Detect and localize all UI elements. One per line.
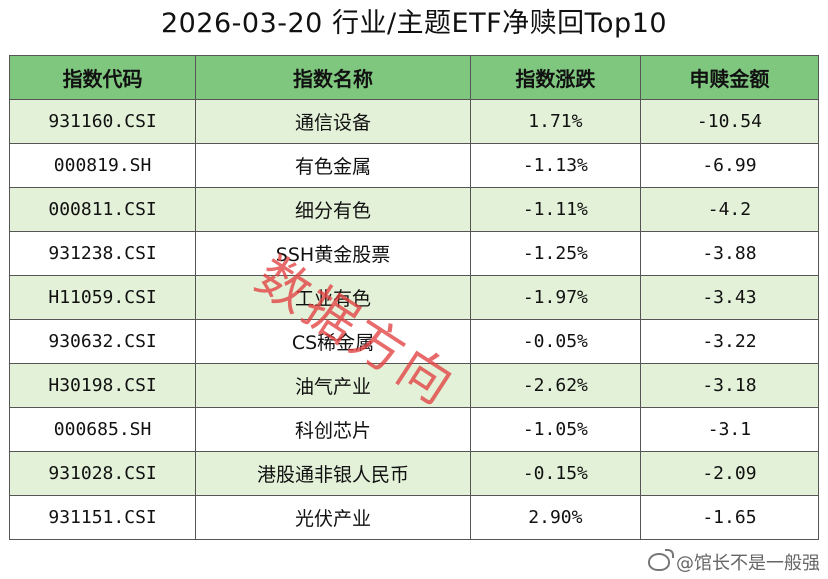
cell-index-name: 港股通非银人民币 — [195, 451, 471, 496]
cell-index-name: 光伏产业 — [195, 495, 471, 540]
cell-index-name: 有色金属 — [195, 143, 471, 188]
table-row: H11059.CSI 工业有色 -1.97% -3.43 — [8, 275, 820, 320]
table-row: 000811.CSI 细分有色 -1.11% -4.2 — [8, 187, 820, 232]
cell-flow-amount: -3.18 — [639, 363, 820, 408]
cell-index-change: 2.90% — [469, 495, 641, 540]
cell-index-name: SSH黄金股票 — [195, 231, 471, 276]
cell-flow-amount: -3.22 — [639, 319, 820, 364]
header-index-name: 指数名称 — [195, 55, 471, 100]
cell-index-change: -1.25% — [469, 231, 641, 276]
table-row: 930632.CSI CS稀金属 -0.05% -3.22 — [8, 319, 820, 364]
cell-flow-amount: -3.43 — [639, 275, 820, 320]
cell-flow-amount: -4.2 — [639, 187, 820, 232]
table-row: 931151.CSI 光伏产业 2.90% -1.65 — [8, 495, 820, 540]
cell-index-name: 通信设备 — [195, 99, 471, 144]
cell-flow-amount: -6.99 — [639, 143, 820, 188]
cell-index-change: -1.13% — [469, 143, 641, 188]
cell-index-change: -1.97% — [469, 275, 641, 320]
header-flow-amount: 申赎金额 — [639, 55, 820, 100]
cell-index-name: 油气产业 — [195, 363, 471, 408]
cell-index-code: 930632.CSI — [8, 319, 197, 364]
cell-index-name: 工业有色 — [195, 275, 471, 320]
cell-index-change: -0.05% — [469, 319, 641, 364]
weibo-icon — [648, 549, 674, 571]
cell-flow-amount: -3.1 — [639, 407, 820, 452]
weibo-credit: @馆长不是一般强 — [648, 549, 820, 575]
cell-index-code: 000819.SH — [8, 143, 197, 188]
table-row: 931238.CSI SSH黄金股票 -1.25% -3.88 — [8, 231, 820, 276]
cell-index-change: -2.62% — [469, 363, 641, 408]
table-row: 000819.SH 有色金属 -1.13% -6.99 — [8, 143, 820, 188]
cell-index-code: 931151.CSI — [8, 495, 197, 540]
table-row: 000685.SH 科创芯片 -1.05% -3.1 — [8, 407, 820, 452]
table-row: 931028.CSI 港股通非银人民币 -0.15% -2.09 — [8, 451, 820, 496]
cell-index-change: -0.15% — [469, 451, 641, 496]
cell-index-change: -1.11% — [469, 187, 641, 232]
cell-index-code: 000685.SH — [8, 407, 197, 452]
cell-index-code: H11059.CSI — [8, 275, 197, 320]
cell-flow-amount: -10.54 — [639, 99, 820, 144]
credit-text: @馆长不是一般强 — [676, 553, 820, 574]
cell-flow-amount: -3.88 — [639, 231, 820, 276]
cell-flow-amount: -2.09 — [639, 451, 820, 496]
cell-index-name: 科创芯片 — [195, 407, 471, 452]
etf-redemption-table: 指数代码 指数名称 指数涨跌 申赎金额 931160.CSI 通信设备 1.71% -… — [8, 55, 820, 540]
cell-index-name: CS稀金属 — [195, 319, 471, 364]
header-index-change: 指数涨跌 — [469, 55, 641, 100]
cell-index-code: 931028.CSI — [8, 451, 197, 496]
cell-index-change: -1.05% — [469, 407, 641, 452]
cell-index-code: 931160.CSI — [8, 99, 197, 144]
cell-index-code: H30198.CSI — [8, 363, 197, 408]
cell-flow-amount: -1.65 — [639, 495, 820, 540]
cell-index-change: 1.71% — [469, 99, 641, 144]
cell-index-code: 000811.CSI — [8, 187, 197, 232]
table-row: 931160.CSI 通信设备 1.71% -10.54 — [8, 99, 820, 144]
table-row: H30198.CSI 油气产业 -2.62% -3.18 — [8, 363, 820, 408]
cell-index-name: 细分有色 — [195, 187, 471, 232]
table-header-row: 指数代码 指数名称 指数涨跌 申赎金额 — [8, 55, 820, 100]
header-index-code: 指数代码 — [8, 55, 197, 100]
page-title: 2026-03-20 行业/主题ETF净赎回Top10 — [160, 8, 668, 39]
cell-index-code: 931238.CSI — [8, 231, 197, 276]
